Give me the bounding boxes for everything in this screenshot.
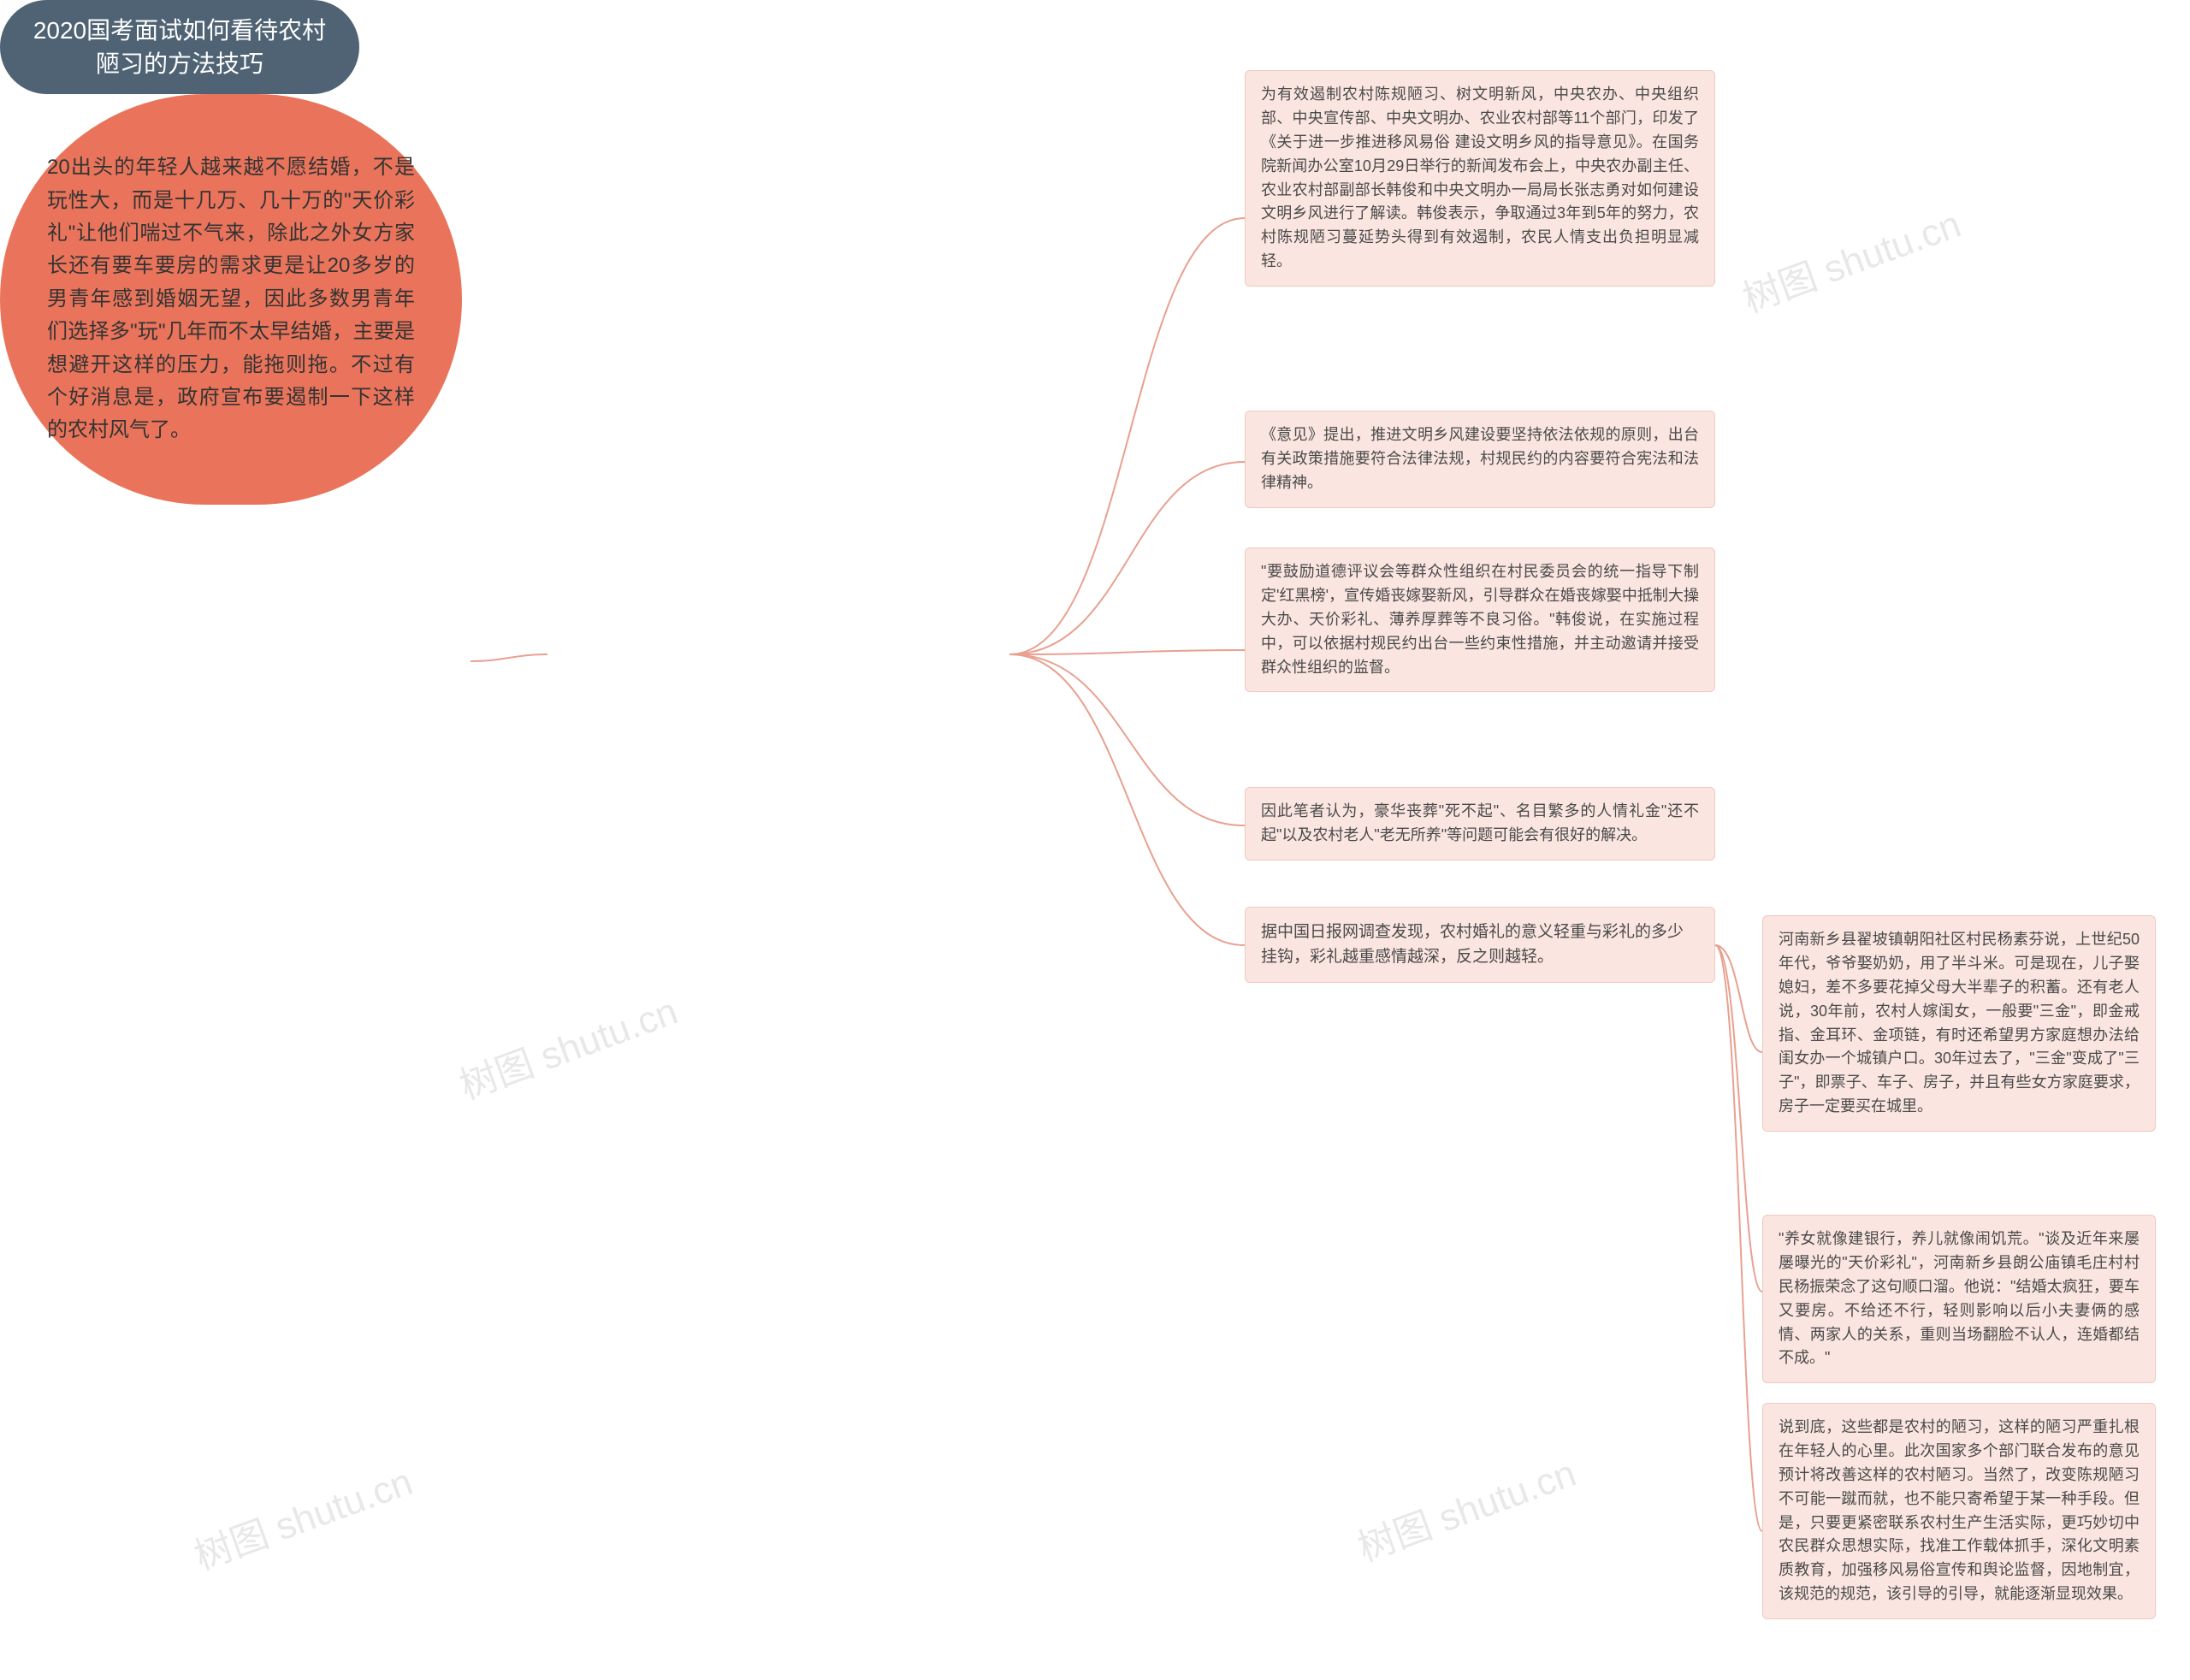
branch-node[interactable]: 为有效遏制农村陈规陋习、树文明新风，中央农办、中央组织部、中央宣传部、中央文明办… <box>1245 70 1715 287</box>
branch-label: 为有效遏制农村陈规陋习、树文明新风，中央农办、中央组织部、中央宣传部、中央文明办… <box>1261 86 1699 269</box>
subbranch-node[interactable]: "养女就像建银行，养儿就像闹饥荒。"谈及近年来屡屡曝光的"天价彩礼"，河南新乡县… <box>1762 1215 2156 1383</box>
root-node[interactable]: 2020国考面试如何看待农村陋习的方法技巧 <box>0 0 359 94</box>
center-label: 20出头的年轻人越来越不愿结婚，不是玩性大，而是十几万、几十万的"天价彩礼"让他… <box>47 151 415 447</box>
branch-label: "要鼓励道德评议会等群众性组织在村民委员会的统一指导下制定'红黑榜'，宣传婚丧嫁… <box>1261 563 1699 676</box>
branch-label: 《意见》提出，推进文明乡风建设要坚持依法依规的原则，出台有关政策措施要符合法律法… <box>1261 426 1699 491</box>
branch-label: 因此笔者认为，豪华丧葬"死不起"、名目繁多的人情礼金"还不起"以及农村老人"老无… <box>1261 802 1699 843</box>
subbranch-node[interactable]: 说到底，这些都是农村的陋习，这样的陋习严重扎根在年轻人的心里。此次国家多个部门联… <box>1762 1403 2156 1619</box>
branch-label: 据中国日报网调查发现，农村婚礼的意义轻重与彩礼的多少挂钩，彩礼越重感情越深，反之… <box>1261 923 1684 966</box>
subbranch-node[interactable]: 河南新乡县翟坡镇朝阳社区村民杨素芬说，上世纪50年代，爷爷娶奶奶，用了半斗米。可… <box>1762 915 2156 1132</box>
subbranch-label: 说到底，这些都是农村的陋习，这样的陋习严重扎根在年轻人的心里。此次国家多个部门联… <box>1779 1418 2140 1602</box>
root-label: 2020国考面试如何看待农村陋习的方法技巧 <box>26 14 334 80</box>
subbranch-label: 河南新乡县翟坡镇朝阳社区村民杨素芬说，上世纪50年代，爷爷娶奶奶，用了半斗米。可… <box>1779 931 2140 1115</box>
branch-node[interactable]: 据中国日报网调查发现，农村婚礼的意义轻重与彩礼的多少挂钩，彩礼越重感情越深，反之… <box>1245 907 1715 983</box>
center-node[interactable]: 20出头的年轻人越来越不愿结婚，不是玩性大，而是十几万、几十万的"天价彩礼"让他… <box>0 94 462 505</box>
branch-node[interactable]: 因此笔者认为，豪华丧葬"死不起"、名目繁多的人情礼金"还不起"以及农村老人"老无… <box>1245 787 1715 861</box>
branch-node[interactable]: 《意见》提出，推进文明乡风建设要坚持依法依规的原则，出台有关政策措施要符合法律法… <box>1245 411 1715 508</box>
subbranch-label: "养女就像建银行，养儿就像闹饥荒。"谈及近年来屡屡曝光的"天价彩礼"，河南新乡县… <box>1779 1230 2140 1366</box>
mindmap-diagram: 2020国考面试如何看待农村陋习的方法技巧 20出头的年轻人越来越不愿结婚，不是… <box>0 0 2190 1680</box>
branch-node[interactable]: "要鼓励道德评议会等群众性组织在村民委员会的统一指导下制定'红黑榜'，宣传婚丧嫁… <box>1245 547 1715 692</box>
